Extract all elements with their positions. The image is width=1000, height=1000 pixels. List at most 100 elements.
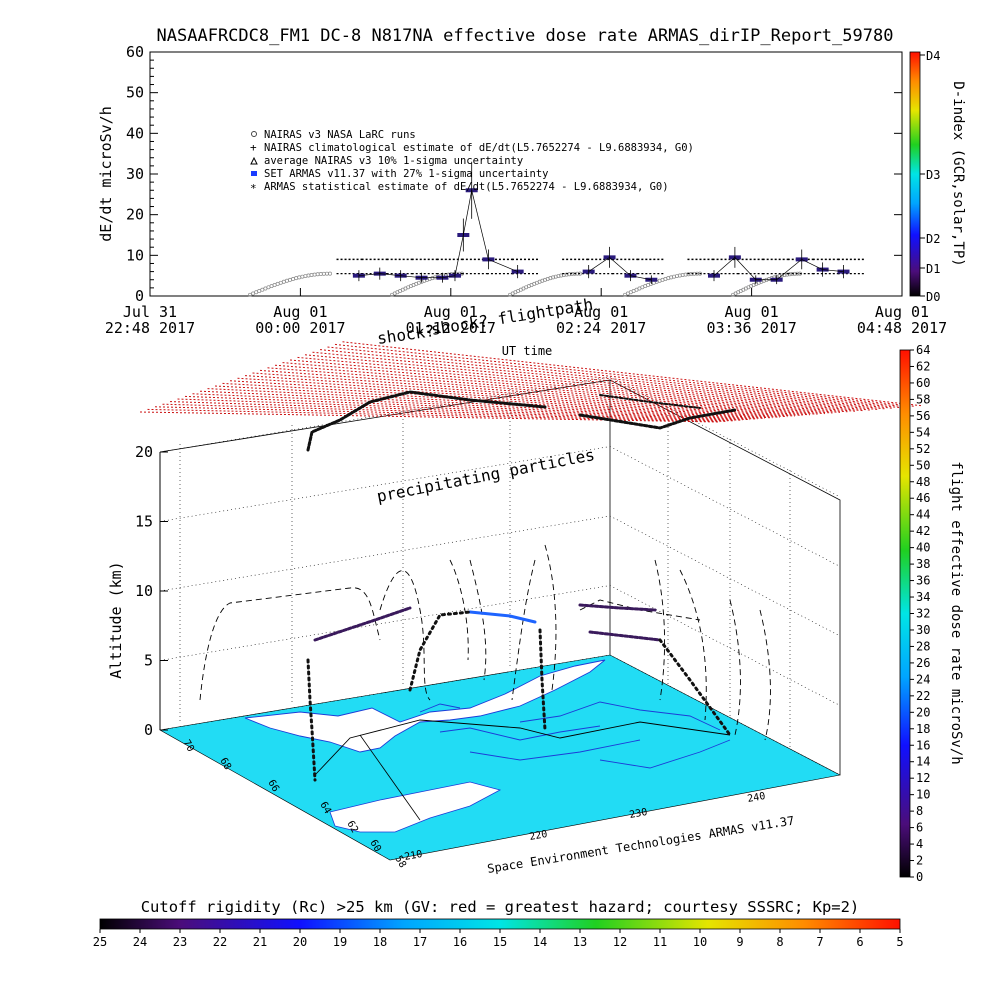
- nairas-run-point: [269, 284, 274, 289]
- armas-connector: [630, 275, 652, 281]
- cutoff-tick-label: 7: [816, 935, 823, 949]
- dose-tick-label: 8: [916, 804, 923, 818]
- dose-tick-label: 48: [916, 475, 930, 489]
- armas-connector: [488, 259, 518, 272]
- legend-blue-square-marker: [251, 171, 257, 176]
- dose-tick-label: 28: [916, 639, 930, 653]
- nairas-run-point: [303, 274, 308, 279]
- particle-layer-line: [214, 385, 796, 417]
- flight-segment-high: [578, 408, 737, 430]
- nairas-run-point: [294, 276, 299, 281]
- cutoff-gradient: [99, 918, 901, 930]
- particle-layer-line: [342, 341, 923, 407]
- nairas-run-point: [315, 272, 320, 277]
- nairas-run-point: [248, 292, 252, 297]
- top-ylabel: dE/dt microSv/h: [97, 106, 115, 241]
- nairas-run-point: [266, 285, 271, 290]
- altitude-trace: [449, 559, 487, 681]
- cutoff-tick-label: 11: [653, 935, 667, 949]
- z-tick-label: 5: [144, 652, 153, 670]
- cutoff-tick-label: 5: [896, 935, 903, 949]
- particle-layer-line: [192, 393, 773, 419]
- altitude-trace: [729, 599, 771, 741]
- cutoff-tick-label: 24: [133, 935, 147, 949]
- nairas-run-point: [288, 277, 292, 282]
- particle-layer-line: [162, 403, 743, 421]
- lat-tick-label: 68: [217, 756, 233, 772]
- z-grid-line: [159, 376, 841, 498]
- dindex-ticks: D0 D1 D2 D3 D4: [920, 49, 940, 304]
- dose-tick-label: 56: [916, 409, 930, 423]
- z-tick-label: 15: [135, 513, 153, 531]
- dindex-tick-label: D4: [926, 49, 940, 63]
- nairas-run-point: [251, 291, 256, 296]
- flight-segment-climb: [306, 658, 317, 782]
- particle-layer-line: [282, 362, 863, 412]
- country-border: [359, 734, 421, 821]
- legend-item: * ARMAS statistical estimate of dE/dt(L5…: [250, 181, 669, 195]
- cutoff-tick-label: 8: [776, 935, 783, 949]
- armas-connector: [442, 275, 456, 279]
- ut-time-label: UT time: [502, 344, 553, 358]
- flight-segment-climb: [658, 638, 732, 737]
- nairas-run-point: [780, 273, 784, 278]
- armas-connector: [776, 259, 802, 281]
- nairas-run-point: [284, 278, 289, 283]
- dose-tick-label: 20: [916, 705, 930, 719]
- y-tick-label: 30: [126, 165, 144, 183]
- particle-layer-line: [297, 356, 878, 410]
- nairas-run-point: [309, 273, 314, 277]
- dose-tick-label: 46: [916, 491, 930, 505]
- particle-layer-line: [259, 369, 841, 413]
- x-tick-day: Aug 01: [725, 303, 779, 321]
- cutoff-tick-label: 22: [213, 935, 227, 949]
- nairas-run-point: [324, 271, 329, 276]
- dose-tick-label: 60: [916, 376, 930, 390]
- altitude-trace: [511, 544, 557, 701]
- x-tick-day: Aug 01: [875, 303, 929, 321]
- dindex-label: D-index (GCR,solar,TP): [950, 81, 966, 266]
- particle-layer-line: [207, 388, 788, 418]
- dose-tick-label: 22: [916, 689, 930, 703]
- dose-tick-label: 12: [916, 771, 930, 785]
- dose-colorbar-ticks: 0246810121416182022242628303234363840424…: [910, 343, 930, 884]
- coastline-detail: [419, 701, 731, 769]
- dindex-tick-label: D3: [926, 168, 940, 182]
- flight-segment-cruise: [468, 610, 537, 624]
- dose-tick-label: 24: [916, 672, 930, 686]
- land-mass: [244, 659, 606, 753]
- legend-asterisk-marker: *: [250, 182, 257, 195]
- cutoff-tick-label: 16: [453, 935, 467, 949]
- dose-tick-label: 0: [916, 870, 923, 884]
- dose-tick-label: 50: [916, 458, 930, 472]
- altitude-trace: [379, 570, 431, 701]
- armas-connector: [801, 259, 823, 270]
- armas-connector: [588, 257, 610, 272]
- dose-tick-label: 10: [916, 788, 930, 802]
- nairas-run-point: [556, 274, 561, 279]
- dindex-tick-label: D1: [926, 262, 940, 276]
- chart-title: NASAAFRCDC8_FM1 DC-8 N817NA effective do…: [157, 26, 894, 46]
- particle-layer-line: [237, 377, 818, 415]
- dose-tick-label: 30: [916, 623, 930, 637]
- particle-layer-line: [319, 349, 901, 409]
- y-tick-label: 10: [126, 246, 144, 264]
- lat-tick-label: 66: [265, 778, 281, 794]
- armas-connector: [400, 275, 422, 279]
- nairas-run-point: [275, 281, 280, 286]
- x-tick-time: 00:00 2017: [255, 319, 345, 337]
- nairas-run-point: [272, 283, 277, 287]
- precipitating-particles-layer: [139, 341, 923, 423]
- z-tick-label: 20: [135, 443, 153, 461]
- cutoff-tick-label: 6: [856, 935, 863, 949]
- dose-tick-label: 34: [916, 590, 930, 604]
- x-tick-day: Jul 31: [123, 303, 177, 321]
- legend-item: + NAIRAS climatological estimate of dE/d…: [250, 141, 694, 154]
- y-tick-label: 60: [126, 43, 144, 61]
- legend-label: average NAIRAS v3 10% 1-sigma uncertaint…: [264, 155, 523, 167]
- flight-track: [306, 390, 737, 782]
- x-tick-time: 03:36 2017: [706, 319, 796, 337]
- particle-layer-line: [177, 398, 758, 420]
- annotation-precipitating-particles: precipitating particles: [375, 445, 596, 506]
